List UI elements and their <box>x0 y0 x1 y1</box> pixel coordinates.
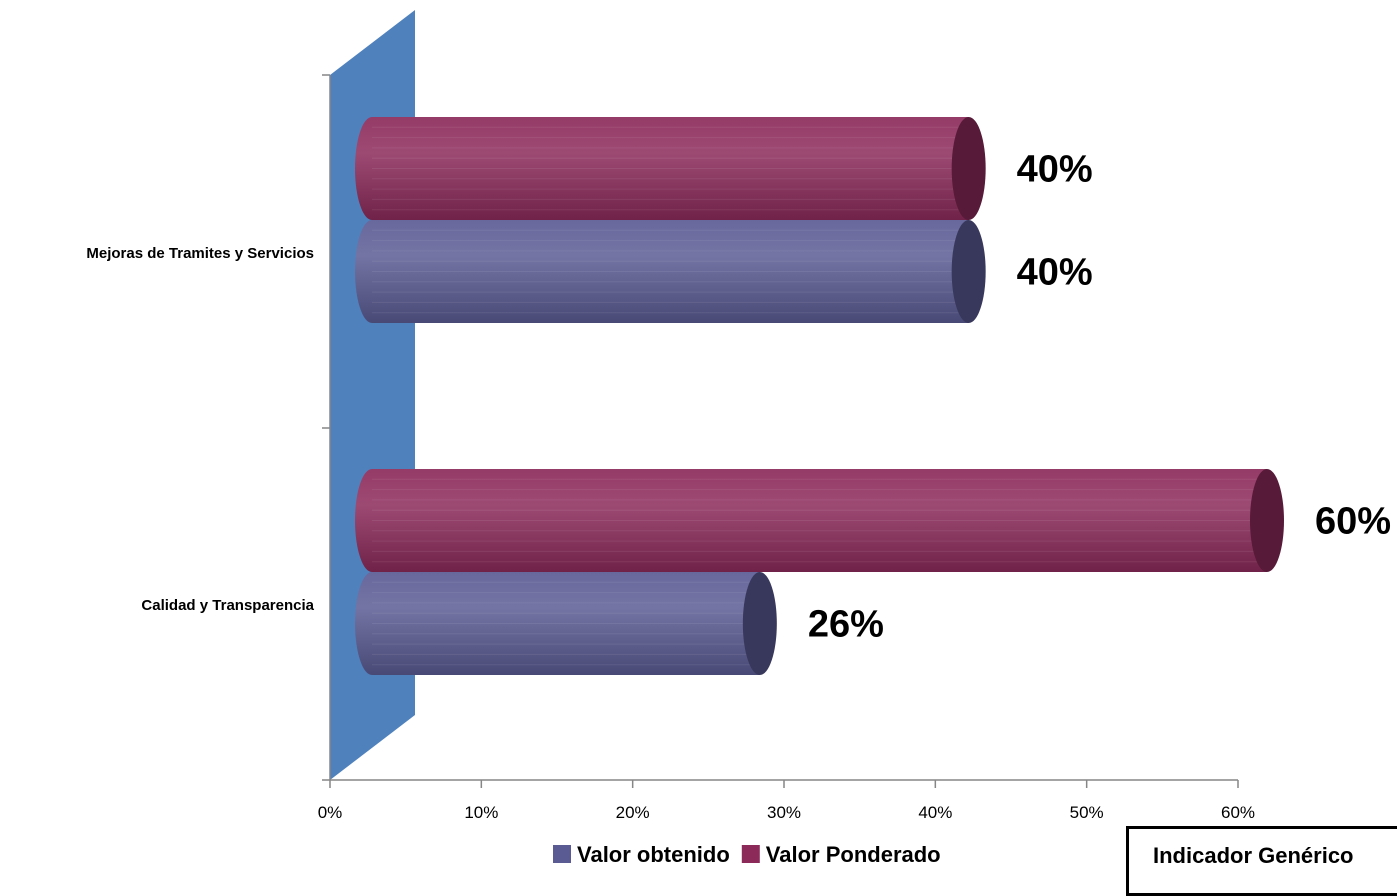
x-tick-label: 10% <box>464 803 498 822</box>
legend-swatch <box>741 845 760 863</box>
bar-valor-ponderado <box>355 469 1267 572</box>
bar-cap <box>742 572 777 675</box>
x-tick-label: 60% <box>1221 803 1255 822</box>
category-label: Calidad y Transparencia <box>141 597 314 614</box>
x-tick-label: 50% <box>1070 803 1104 822</box>
category-label: Mejoras de Tramites y Servicios <box>86 245 314 262</box>
data-label: 40% <box>1017 252 1093 294</box>
data-label: 26% <box>808 604 884 646</box>
bar-valor-obtenido <box>355 572 760 675</box>
x-tick-label: 20% <box>616 803 650 822</box>
x-tick-label: 40% <box>918 803 952 822</box>
legend: Valor obtenido Valor Ponderado <box>553 842 941 867</box>
chart: 0% 10% 20% 30% 40% 50% 60% Mejoras de Tramites… <box>86 10 1391 867</box>
bar-cap <box>1250 469 1284 572</box>
x-tick-label: 30% <box>767 803 801 822</box>
data-label: 40% <box>1017 149 1093 191</box>
legend-label: Valor obtenido <box>577 842 730 867</box>
bars <box>355 117 1284 675</box>
x-tick-label: 0% <box>318 803 343 822</box>
footer-box-text: Indicador Genérico <box>1153 843 1354 868</box>
legend-label: Valor Ponderado <box>766 842 941 867</box>
labels: Mejoras de Tramites y Servicios Calidad y… <box>86 149 1391 646</box>
axes: 0% 10% 20% 30% 40% 50% 60% <box>318 74 1255 822</box>
bar-valor-ponderado <box>355 117 969 220</box>
data-label: 60% <box>1315 501 1391 543</box>
bar-cap <box>951 220 986 323</box>
bar-valor-obtenido <box>355 220 969 323</box>
bar-cap <box>951 117 986 220</box>
footer-box: Indicador Genérico <box>1126 826 1397 896</box>
legend-swatch <box>553 845 571 863</box>
